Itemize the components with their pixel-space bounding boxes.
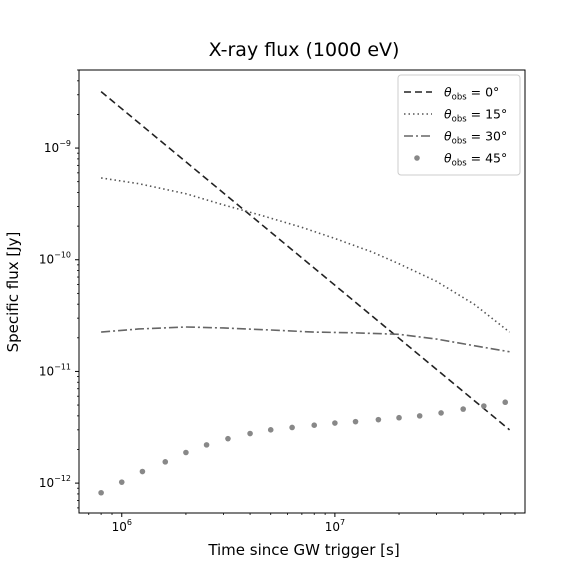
legend-box — [397, 74, 521, 176]
y-tick-label: 10−9 — [44, 139, 71, 155]
series-line — [100, 177, 511, 333]
x-axis-ticks: 106 107 — [88, 513, 516, 534]
legend-label: θobs = 15° — [444, 107, 507, 125]
legend-entry: θobs = 30° — [404, 129, 507, 147]
data-point — [332, 420, 338, 426]
data-point — [98, 489, 104, 496]
legend-label: θobs = 0° — [444, 85, 499, 103]
series-1 — [100, 177, 511, 333]
data-point — [438, 410, 444, 416]
series-line — [100, 91, 511, 431]
data-point — [162, 459, 169, 465]
data-point — [502, 399, 509, 406]
data-point — [139, 468, 146, 475]
series-0 — [100, 91, 511, 431]
y-tick-label: 10−12 — [39, 474, 71, 490]
legend-entry: θobs = 0° — [404, 85, 499, 103]
series-layer — [98, 91, 511, 496]
x-axis-label: Time since GW trigger [s] — [207, 541, 399, 559]
data-point — [396, 414, 402, 421]
legend-marker — [414, 155, 420, 161]
y-axis-label: Specific flux [Jy] — [4, 232, 22, 353]
chart-title: X-ray flux (1000 eV) — [209, 39, 400, 61]
y-axis-ticks: 10−12 10−11 10−10 10−9 — [39, 69, 79, 509]
series-line — [101, 326, 510, 353]
data-point — [118, 479, 125, 485]
legend: θobs = 0° θobs = 15° θobs = 30° θobs = 45° — [397, 74, 521, 176]
legend-entry: θobs = 45° — [414, 151, 507, 169]
series-3 — [98, 399, 509, 496]
data-point — [460, 406, 466, 412]
data-point — [247, 430, 253, 437]
series-2 — [101, 326, 510, 353]
y-tick-label: 10−10 — [39, 251, 71, 267]
data-point — [289, 424, 295, 431]
y-tick-label: 10−11 — [39, 362, 71, 378]
data-point — [311, 422, 318, 429]
data-point — [203, 442, 210, 448]
x-tick-label: 106 — [112, 518, 132, 534]
data-point — [481, 403, 487, 409]
legend-entry: θobs = 15° — [404, 107, 507, 125]
data-point — [267, 427, 274, 433]
data-point — [375, 416, 382, 423]
data-point — [183, 449, 189, 456]
x-tick-label: 107 — [325, 518, 345, 534]
legend-label: θobs = 45° — [444, 151, 507, 169]
data-point — [416, 413, 423, 419]
data-point — [352, 418, 359, 425]
legend-label: θobs = 30° — [444, 129, 507, 147]
data-point — [225, 435, 231, 442]
